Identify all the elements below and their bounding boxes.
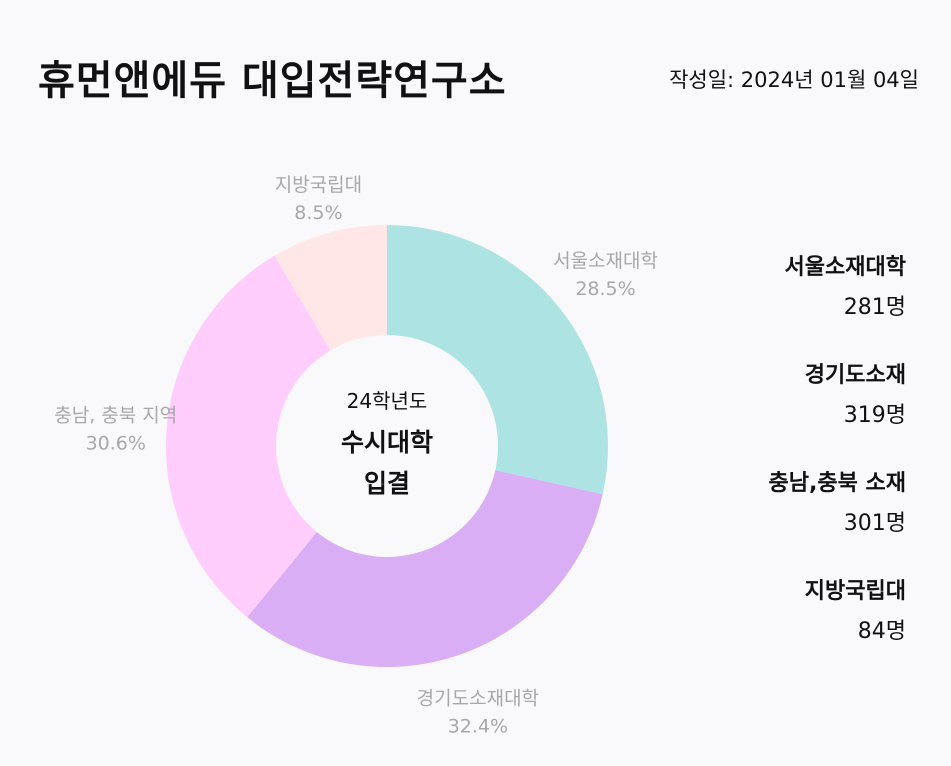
legend-name: 경기도소재 — [804, 363, 906, 388]
center-title-line1: 수시대학 — [341, 428, 433, 457]
slice-chungcheong — [165, 255, 331, 618]
center-year-label: 24학년도 — [347, 389, 428, 413]
legend-item-national: 지방국립대 84명 — [769, 572, 906, 680]
slice-name-label: 충남, 충북 지역 — [54, 405, 177, 427]
slice-name-label: 서울소재대학 — [553, 250, 658, 272]
legend-count: 84명 — [857, 619, 906, 644]
slice-name-label: 경기도소재대학 — [417, 688, 539, 710]
slice-seoul — [387, 225, 608, 495]
date-text: 작성일: 2024년 01월 04일 — [669, 68, 919, 92]
date-label: 작성일: 2024년 01월 04일 — [669, 64, 919, 94]
slice-national — [274, 225, 387, 351]
legend-item-seoul: 서울소재대학 281명 — [769, 248, 906, 356]
legend-count: 281명 — [843, 295, 906, 320]
center-title-line2: 입결 — [364, 469, 410, 498]
legend-item-chungcheong: 충남,충북 소재 301명 — [769, 464, 906, 572]
slice-percent-label: 28.5% — [575, 278, 635, 300]
slice-gyeonggi — [247, 470, 603, 668]
chart-labels: 서울소재대학 28.5% 경기도소재대학 32.4% 충남, 충북 지역 30.6% 지방국… — [54, 174, 658, 738]
legend-name: 서울소재대학 — [784, 255, 906, 280]
legend-name: 지방국립대 — [804, 579, 906, 604]
slice-percent-label: 32.4% — [448, 716, 508, 738]
slice-percent-label: 30.6% — [86, 433, 146, 455]
legend-item-gyeonggi: 경기도소재 319명 — [769, 356, 906, 464]
chart-slices — [165, 225, 608, 668]
legend-count: 301명 — [843, 511, 906, 536]
page-title: 휴먼앤에듀 대입전략연구소 — [38, 58, 507, 104]
slice-percent-label: 8.5% — [294, 202, 342, 224]
legend-count: 319명 — [843, 403, 906, 428]
legend-name: 충남,충북 소재 — [768, 471, 906, 496]
slice-name-label: 지방국립대 — [275, 174, 362, 196]
legend: 서울소재대학 281명 경기도소재 319명 충남,충북 소재 301명 지방국… — [769, 248, 906, 680]
